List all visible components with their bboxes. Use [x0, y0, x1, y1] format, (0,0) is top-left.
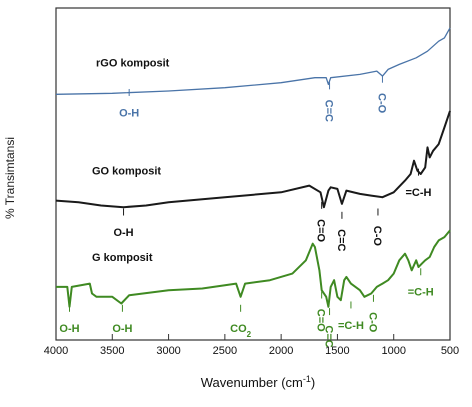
- peak-label: O-H: [119, 107, 139, 119]
- series-name-label: GO komposit: [92, 166, 161, 178]
- peak-label: O-H: [113, 227, 133, 239]
- y-axis-label: % Transimtansi: [3, 137, 17, 219]
- x-tick-label: 1000: [381, 345, 405, 357]
- x-axis-label: Wavenumber (cm-1): [201, 374, 315, 390]
- x-tick-label: 500: [441, 345, 459, 357]
- x-axis-label-sup: -1: [303, 374, 311, 384]
- plot-frame: [55, 7, 451, 341]
- x-tick-label: 3500: [100, 345, 124, 357]
- peak-label: C=C: [323, 325, 335, 347]
- series-line-3: [56, 229, 451, 308]
- x-axis-label-close: ): [311, 375, 315, 390]
- x-tick-label: 2500: [213, 345, 237, 357]
- peak-label: C=O: [315, 219, 327, 242]
- series-line-2: [55, 110, 451, 209]
- x-tick-label: 3000: [156, 345, 180, 357]
- peak-label: C-O: [371, 226, 383, 247]
- peak-label: CO2: [230, 323, 251, 339]
- series-name-label: rGO komposit: [96, 57, 170, 69]
- x-tick-label: 1500: [325, 345, 349, 357]
- peak-label: O-H: [59, 323, 79, 335]
- x-axis: 4000 3500 3000 2500 2000 1500 1000 500: [44, 334, 459, 357]
- peak-label: C=C: [335, 229, 347, 251]
- peak-label-subscript: 2: [247, 330, 252, 339]
- peak-label: C=C: [323, 100, 335, 122]
- x-tick-label: 4000: [44, 345, 68, 357]
- series-name-label: G komposit: [92, 252, 153, 264]
- peak-label: =C-H: [405, 187, 431, 199]
- series-line-1: [55, 27, 451, 95]
- peak-label: O-H: [112, 323, 132, 335]
- peak-label: C-O: [375, 93, 387, 114]
- peak-label: =C-H: [338, 320, 364, 332]
- series-layer: [55, 27, 451, 308]
- peak-label: =C-H: [408, 287, 434, 299]
- peak-label: C=O: [315, 309, 327, 332]
- x-tick-label: 2000: [269, 345, 293, 357]
- plot-border: [55, 7, 451, 341]
- x-axis-label-main: Wavenumber (cm: [201, 375, 303, 390]
- peak-label: C-O: [366, 312, 378, 333]
